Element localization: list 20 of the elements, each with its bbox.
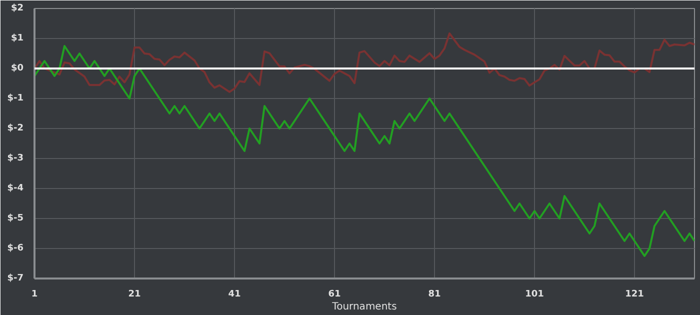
x-tick-label: 101 [525, 290, 544, 300]
x-tick-label: 121 [625, 290, 644, 300]
y-tick-label: $-3 [7, 154, 24, 164]
line-series [34, 45, 694, 257]
x-axis-title: Tournaments [331, 302, 397, 312]
x-tick-label: 1 [31, 290, 38, 300]
y-tick-label: $2 [10, 4, 24, 14]
y-tick-label: $-4 [7, 184, 24, 194]
line-series [34, 32, 694, 93]
y-tick-label: $0 [10, 64, 24, 74]
y-tick-label: $-7 [7, 274, 24, 284]
y-tick-label: $-1 [7, 94, 24, 104]
x-tick-label: 41 [228, 290, 241, 300]
x-tick-label: 61 [328, 290, 341, 300]
y-tick-label: $-6 [7, 244, 24, 254]
x-tick-label: 21 [128, 290, 141, 300]
x-tick-label: 81 [428, 290, 441, 300]
y-tick-label: $-2 [7, 124, 24, 134]
y-tick-label: $-5 [7, 214, 24, 224]
y-tick-label: $1 [10, 34, 24, 44]
